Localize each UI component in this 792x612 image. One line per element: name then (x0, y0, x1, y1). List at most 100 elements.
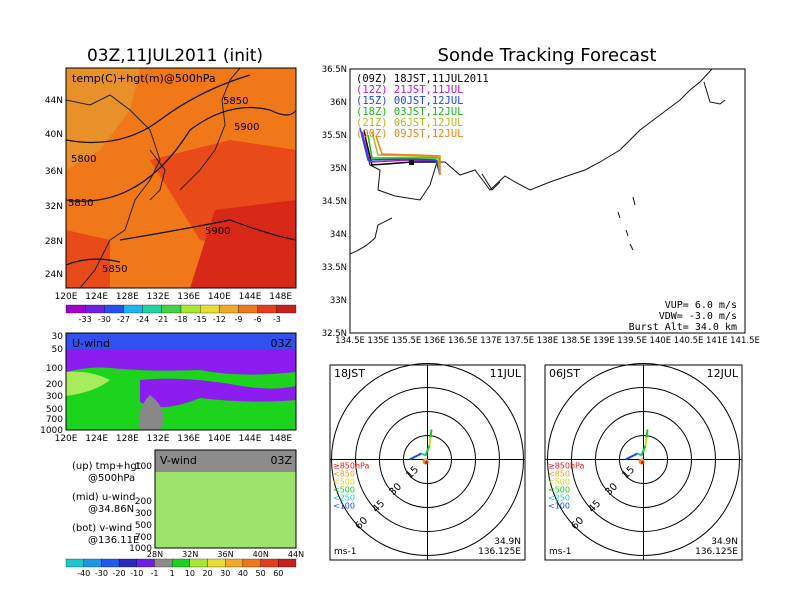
hodograph-date: 12JUL (707, 367, 739, 380)
hodograph-lat: 34.9N (494, 537, 521, 547)
hodograph-level-label: <100 (548, 502, 570, 511)
island-oshima (632, 196, 636, 206)
temp-colorbar-cell (238, 304, 258, 314)
temp-colorbar-cell (85, 304, 105, 314)
u-lon-tick: 132E (147, 434, 170, 444)
hodograph-level-label: <500 (548, 486, 570, 495)
temp-lon-tick: 124E (85, 292, 108, 302)
forecast-lon-tick: 134.5E (335, 336, 365, 346)
u-purple-mid (140, 378, 296, 408)
v-time: 03Z (270, 454, 292, 467)
u-lon-tick: 144E (239, 434, 262, 444)
u-frame (65, 332, 297, 431)
launch-site-marker (409, 160, 414, 165)
wind-colorbar-cell (225, 558, 244, 568)
temp-colorbar-label: -12 (213, 315, 226, 324)
wind-colorbar-cell (83, 558, 102, 568)
temp-colorbar-cell (180, 304, 201, 314)
u-top-band (66, 333, 296, 349)
u-pressure-tick: 30 (52, 332, 64, 342)
coast-honshu (359, 68, 713, 201)
coast-shikoku (349, 217, 393, 255)
temp-label: temp(C)+hgt(m)@500hPa (72, 72, 216, 85)
forecast-lon-tick: 140.5E (674, 336, 704, 346)
hodograph-trace-segment (625, 452, 638, 461)
temp-hot-region (190, 200, 296, 288)
islands-izu-chain (617, 211, 634, 251)
coast-boso (703, 81, 726, 105)
forecast-lat-tick: 35N (330, 164, 347, 174)
v-pressure-tick: 500 (135, 521, 152, 531)
v-gray-band (155, 450, 296, 472)
hodograph-level-label: <850 (333, 470, 355, 479)
temp-lon-tick: 136E (177, 292, 200, 302)
wind-colorbar-cell (242, 558, 261, 568)
forecast-lon-tick: 136E (424, 336, 446, 346)
launch-legend-entry: (00Z) 09JST,12JUL (356, 128, 463, 140)
wind-colorbar-cell (260, 558, 279, 568)
wind-colorbar-label: 1 (170, 569, 175, 578)
forecast-title: Sonde Tracking Forecast (438, 45, 657, 66)
hodograph-trace-segment (428, 437, 432, 446)
temp-colorbar-cell (65, 304, 86, 314)
hodograph-level-label: ≥850hPa (548, 462, 585, 471)
temp-lat-tick: 40N (45, 130, 63, 140)
launch-legend-entry: (15Z) 00JST,12JUL (356, 95, 463, 107)
contour-label-5900-n: 5900 (234, 122, 259, 133)
contour-5800 (65, 74, 251, 144)
u-lon-ticks: 120E 124E 128E 132E 136E 140E 144E 148E (55, 434, 293, 444)
wind-colorbar-cell (154, 558, 173, 568)
temp-lat-tick: 32N (45, 202, 63, 212)
temp-colorbar-cell (104, 304, 124, 314)
wind-colorbar-label: -40 (77, 569, 90, 578)
track-21z (371, 131, 441, 176)
temp-panel: 03Z,11JUL2011 (init) temp(C)+hgt(m)@500h… (45, 46, 297, 324)
launch-legend: (09Z) 18JST,11JUL2011(12Z) 21JST,11JUL(1… (356, 73, 489, 140)
u-light-west (66, 371, 110, 396)
temp-lon-tick: 140E (208, 292, 231, 302)
japan-coast (179, 67, 241, 191)
temp-lat-tick: 28N (45, 237, 63, 247)
wind-colorbar-cell (65, 558, 84, 568)
temp-colorbar-cell (161, 304, 182, 314)
hodograph-level-label: ≥850hPa (333, 462, 370, 471)
u-pressure-tick: 500 (46, 405, 63, 415)
temp-colorbar-cell (276, 304, 297, 314)
u-pressure-tick: 200 (46, 380, 63, 390)
wind-colorbar-cell (189, 558, 208, 568)
forecast-lon-tick: 139.5E (617, 336, 647, 346)
hodograph-surface-dot (424, 460, 429, 465)
forecast-lon-tick: 141.5E (730, 336, 760, 346)
forecast-lon-tick: 140E (650, 336, 672, 346)
wind-colorbar-cell (172, 558, 190, 568)
contour-label-5850-n: 5850 (223, 96, 248, 107)
contour-label-5800: 5800 (71, 154, 96, 165)
hodograph-level-label: <500 (333, 486, 355, 495)
wind-colorbar-cell (118, 558, 137, 568)
u-pressure-tick: 100 (46, 364, 63, 374)
param-vup: VUP= 6.0 m/s (665, 300, 737, 311)
legend-up-level: @500hPa (88, 473, 135, 484)
temp-lat-tick: 44N (45, 96, 63, 106)
v-pressure-tick: 1000 (129, 544, 152, 554)
hodograph-trace-segment (645, 429, 649, 438)
forecast-lon-tick: 139E (593, 336, 615, 346)
hodograph-level-label: <850 (548, 470, 570, 479)
v-frame (154, 449, 297, 549)
contour-label-5850-s: 5850 (102, 264, 127, 275)
forecast-lon-tick: 136.5E (448, 336, 478, 346)
hodograph-unit: ms-1 (549, 547, 571, 557)
forecast-panel: Sonde Tracking Forecast (09Z) 18JST,11JU… (322, 45, 760, 346)
temp-frame (65, 67, 297, 289)
temp-lat-ticks: 44N 40N 36N 32N 28N 24N (45, 96, 63, 280)
forecast-lat-tick: 33.5N (322, 263, 347, 273)
temp-colorbar-label: -24 (136, 315, 149, 324)
legend-bot: (bot) v-wind (72, 523, 132, 534)
track-00z (375, 135, 441, 175)
v-label: V-wind (160, 454, 197, 467)
track-15z (359, 127, 441, 176)
u-pressure-tick: 300 (46, 392, 63, 402)
u-lon-tick: 140E (208, 434, 231, 444)
